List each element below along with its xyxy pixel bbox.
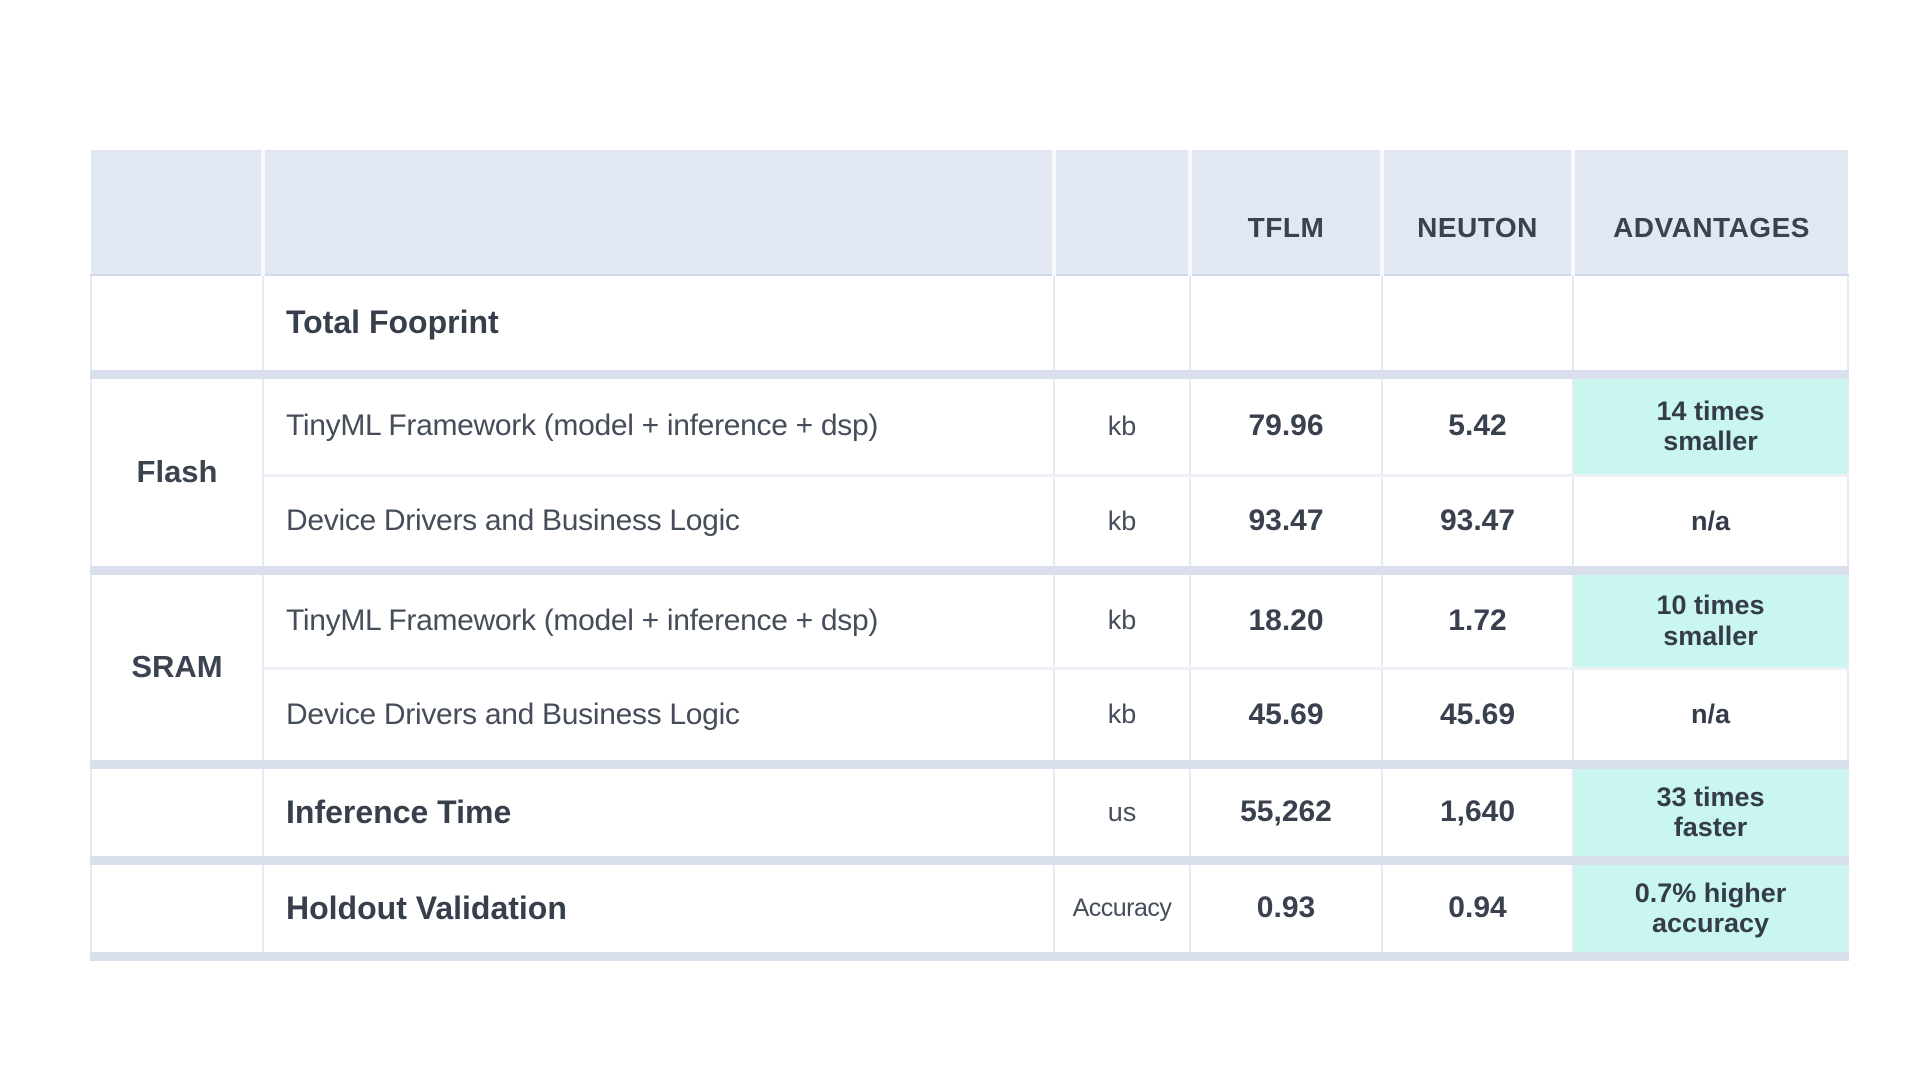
group-cell-empty (90, 759, 264, 861)
advantage-line-2: smaller (1663, 620, 1758, 651)
advantage-line-1: 14 times (1656, 395, 1765, 426)
neuton-value-cell: 1.72 (1381, 565, 1574, 669)
tflm-value-cell: 45.69 (1189, 666, 1383, 765)
unit-cell: kb (1053, 473, 1191, 571)
advantage-line-2: accuracy (1651, 908, 1770, 938)
advantage-cell-na: n/a (1572, 666, 1849, 765)
tflm-vs-neuton-comparison-table: TFLM NEUTON ADVANTAGES Total Fooprint Fl… (90, 150, 1849, 961)
advantage-line-2: smaller (1663, 426, 1758, 456)
header-metric-column (263, 150, 1056, 276)
advantage-cell-highlighted: 0.7% higher accuracy (1572, 855, 1849, 961)
unit-cell-accuracy: Accuracy (1053, 855, 1191, 961)
advantage-cell-na: n/a (1572, 473, 1849, 571)
advantage-line-2: faster (1673, 812, 1748, 842)
group-cell-flash: Flash (90, 369, 264, 571)
metric-cell-tinyml-framework: TinyML Framework (model + inference + ds… (262, 565, 1055, 669)
header-advantages: ADVANTAGES (1573, 150, 1848, 276)
advantage-line-1: n/a (1690, 505, 1730, 536)
tflm-value-cell: 18.20 (1189, 565, 1383, 669)
advantage-line-1: 10 times (1656, 590, 1765, 621)
group-cell-empty (90, 855, 264, 961)
header-neuton: NEUTON (1382, 150, 1575, 276)
advantage-line-1: 33 times (1656, 781, 1765, 812)
unit-cell: kb (1053, 369, 1191, 476)
advantage-cell-highlighted: 10 times smaller (1572, 565, 1849, 669)
metric-cell-holdout-validation: Holdout Validation (262, 855, 1055, 961)
table-row-inference-time: Inference Time us 55,262 1,640 33 times … (90, 759, 1849, 861)
metric-cell-device-drivers: Device Drivers and Business Logic (262, 666, 1055, 765)
unit-cell (1053, 274, 1191, 375)
unit-cell: us (1053, 759, 1191, 861)
header-group-column (91, 150, 265, 276)
neuton-value-cell: 93.47 (1381, 473, 1574, 571)
neuton-value-cell: 45.69 (1381, 666, 1574, 765)
table-row-total-footprint: Total Fooprint (90, 274, 1849, 375)
metric-cell-inference-time: Inference Time (262, 759, 1055, 861)
table-row-sram-drivers: Device Drivers and Business Logic kb 45.… (91, 666, 1849, 765)
metric-cell-tinyml-framework: TinyML Framework (model + inference + ds… (262, 369, 1055, 476)
table-header-row: TFLM NEUTON ADVANTAGES (91, 150, 1848, 276)
advantage-cell (1572, 274, 1849, 375)
advantage-cell-highlighted: 14 times smaller (1572, 369, 1849, 476)
neuton-value-cell: 1,640 (1381, 759, 1574, 861)
unit-cell: kb (1053, 565, 1191, 669)
metric-cell-device-drivers: Device Drivers and Business Logic (262, 473, 1055, 571)
table-row-sram-tinyml: SRAM TinyML Framework (model + inference… (90, 565, 1849, 765)
neuton-value-cell: 0.94 (1381, 855, 1574, 961)
header-unit-column (1054, 150, 1192, 276)
advantage-cell-highlighted: 33 times faster (1572, 759, 1849, 861)
tflm-value-cell (1189, 274, 1383, 375)
unit-cell: kb (1053, 666, 1191, 765)
comparison-table-container: TFLM NEUTON ADVANTAGES Total Fooprint Fl… (90, 150, 1849, 961)
header-tflm: TFLM (1190, 150, 1384, 276)
neuton-value-cell: 5.42 (1381, 369, 1574, 476)
table-row-flash-drivers: Device Drivers and Business Logic kb 93.… (91, 473, 1849, 571)
neuton-value-cell (1381, 274, 1574, 375)
advantage-line-1: n/a (1690, 699, 1730, 730)
tflm-value-cell: 0.93 (1189, 855, 1383, 961)
metric-cell-total-footprint: Total Fooprint (262, 274, 1055, 375)
tflm-value-cell: 79.96 (1189, 369, 1383, 476)
table-row-holdout-validation: Holdout Validation Accuracy 0.93 0.94 0.… (90, 855, 1849, 961)
advantage-line-1: 0.7% higher (1634, 877, 1787, 908)
table-row-flash-tinyml: Flash TinyML Framework (model + inferenc… (90, 369, 1849, 571)
tflm-value-cell: 55,262 (1189, 759, 1383, 861)
group-cell-sram: SRAM (90, 565, 264, 765)
tflm-value-cell: 93.47 (1189, 473, 1383, 571)
group-cell-empty (90, 274, 264, 375)
